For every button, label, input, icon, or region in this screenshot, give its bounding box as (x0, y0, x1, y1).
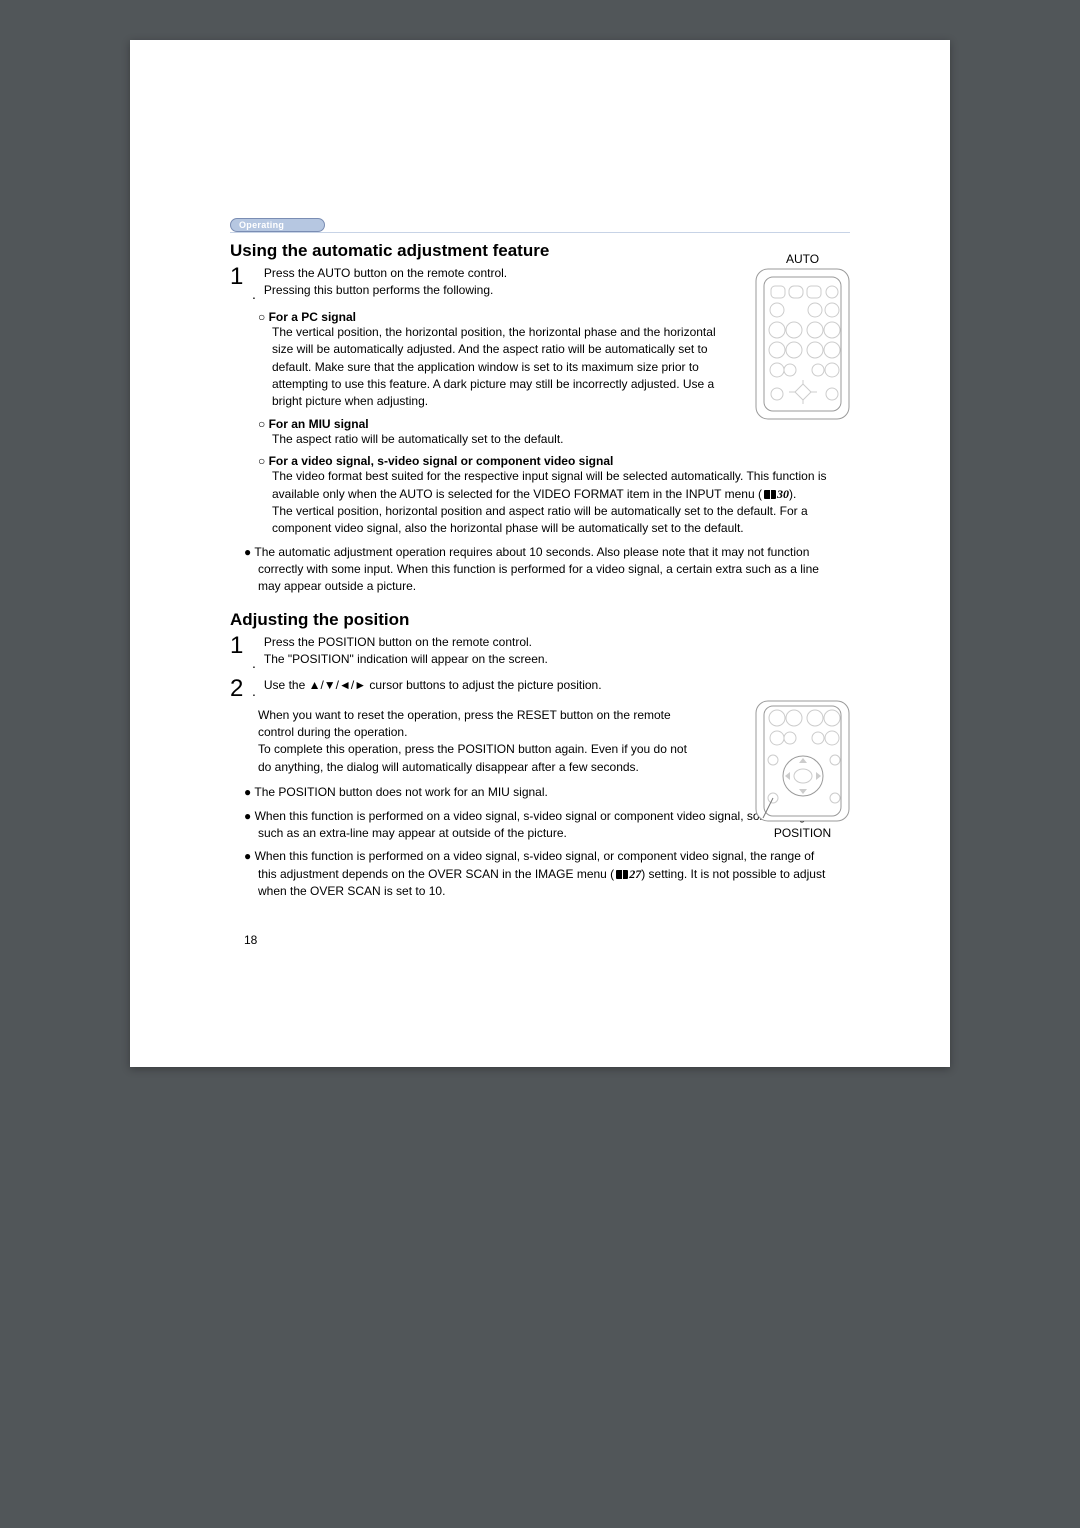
step-dot: . (252, 655, 256, 673)
tab-rule (230, 232, 850, 233)
tab-label: Operating (230, 218, 325, 232)
remote-figure-auto: AUTO (755, 248, 850, 420)
pos-step2: Use the ▲/▼/◄/► cursor buttons to adjust… (264, 678, 602, 692)
remote-label-position: POSITION (755, 826, 850, 840)
pos-step-1: 1 . Press the POSITION button on the rem… (230, 634, 750, 673)
pos-para1: When you want to reset the operation, pr… (258, 708, 671, 739)
miu-label: For an MIU signal (258, 417, 720, 431)
sub-miu: For an MIU signal The aspect ratio will … (258, 417, 720, 448)
pos-bullet-1: The POSITION button does not work for an… (244, 784, 830, 801)
vid-text-1b: ). (789, 487, 796, 501)
book-icon (616, 870, 628, 879)
book-icon (764, 490, 776, 499)
section-heading-position: Adjusting the position (230, 610, 850, 630)
vid-label: For a video signal, s-video signal or co… (258, 454, 830, 468)
step-1: 1 . Press the AUTO button on the remote … (230, 265, 720, 304)
sub-pc: For a PC signal The vertical position, t… (258, 310, 720, 411)
pos-step1-b: The "POSITION" indication will appear on… (264, 652, 548, 666)
pos-bullet-3: When this function is performed on a vid… (244, 848, 830, 900)
vid-text-2: The vertical position, horizontal positi… (272, 503, 830, 538)
vid-text-1: The video format best suited for the res… (272, 468, 830, 503)
pos-para2: To complete this operation, press the PO… (258, 742, 687, 773)
page-number: 18 (244, 933, 850, 947)
remote-svg-mid (755, 700, 850, 822)
step1-line-a: Press the AUTO button on the remote cont… (264, 266, 507, 280)
step1-line-b: Pressing this button performs the follow… (264, 283, 493, 297)
step-number: 1 (230, 265, 250, 289)
remote-figure-position: POSITION (755, 700, 850, 840)
sub-video: For a video signal, s-video signal or co… (258, 454, 830, 538)
pos-step-2: 2 . Use the ▲/▼/◄/► cursor buttons to ad… (230, 677, 750, 701)
pc-text: The vertical position, the horizontal po… (272, 324, 720, 411)
step-dot: . (252, 683, 256, 701)
step-dot: . (252, 286, 256, 304)
document-page: Operating Using the automatic adjustment… (130, 40, 950, 1067)
miu-text: The aspect ratio will be automatically s… (272, 431, 720, 448)
vid-text-1a: The video format best suited for the res… (272, 469, 827, 500)
pos-bullet-2: When this function is performed on a vid… (244, 808, 830, 843)
section-tab: Operating (230, 215, 850, 233)
pc-label: For a PC signal (258, 310, 720, 324)
remote-svg-top (755, 268, 850, 420)
step-number: 1 (230, 634, 250, 658)
pos-step1-a: Press the POSITION button on the remote … (264, 635, 532, 649)
step-number: 2 (230, 677, 250, 701)
vid-ref: 30 (777, 487, 789, 501)
note-text: The automatic adjustment operation requi… (244, 544, 830, 596)
remote-label-auto: AUTO (755, 252, 850, 266)
pos-b3-ref: 27 (629, 867, 641, 881)
note-auto: The automatic adjustment operation requi… (258, 544, 830, 596)
